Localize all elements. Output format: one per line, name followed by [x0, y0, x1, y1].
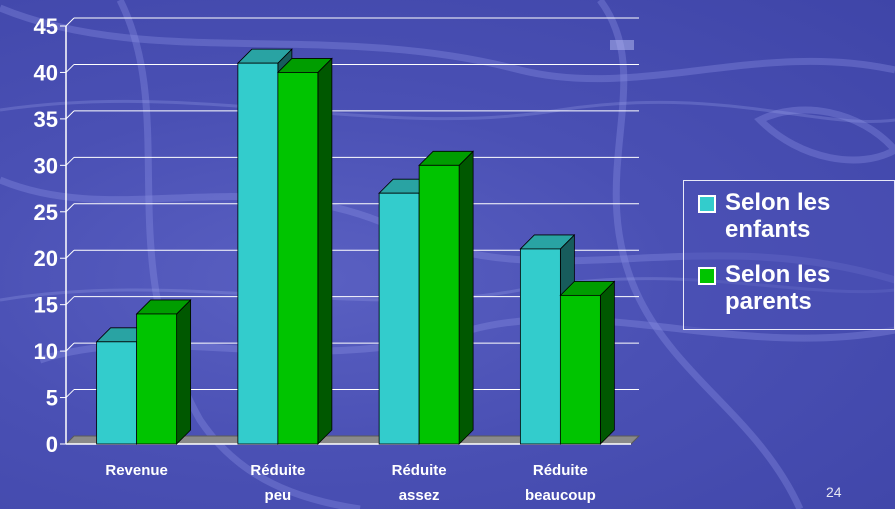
legend-item-parents: Selon les parents: [698, 261, 890, 315]
y-tick-label: 15: [34, 293, 58, 318]
x-category-label-line: Réduite: [533, 462, 588, 479]
gridline-side: [65, 249, 75, 259]
legend: Selon les enfants Selon les parents: [683, 180, 895, 330]
x-category-label: Revenue: [105, 462, 168, 479]
y-tick-label: 20: [34, 246, 58, 271]
legend-item-enfants: Selon les enfants: [698, 189, 890, 243]
bar: [96, 341, 138, 445]
x-category-label: Réduite peu: [250, 462, 305, 504]
bar-side: [458, 150, 474, 445]
legend-swatch-parents: [698, 267, 716, 285]
legend-swatch-enfants: [698, 195, 716, 213]
gridline-side: [65, 64, 75, 73]
bar: [519, 248, 561, 445]
bar: [136, 313, 178, 445]
y-tick-label: 35: [34, 107, 58, 132]
x-category-label-line: assez: [399, 487, 440, 504]
y-axis-ticks: 0 5 10 15 20 25 30 35 40 45: [34, 14, 58, 457]
gridline-side: [65, 342, 75, 352]
y-tick-label: 10: [34, 339, 58, 364]
y-tick-label: 45: [34, 14, 58, 39]
y-tick-label: 40: [34, 60, 58, 85]
bar: [559, 294, 601, 445]
x-category-label: Réduite assez: [392, 462, 447, 504]
bar-side: [599, 280, 615, 445]
x-category-label-line: beaucoup: [525, 487, 596, 504]
x-category-label-line: Revenue: [105, 462, 168, 479]
legend-label-parents: Selon les parents: [725, 261, 831, 315]
x-category-label-line: Réduite: [250, 462, 305, 479]
x-axis-labels: Revenue Réduite peu Réduite assez Réduite beau…: [105, 462, 595, 504]
gridline-side: [65, 203, 75, 213]
gridline-side: [65, 389, 75, 398]
x-category-label-line: Réduite: [392, 462, 447, 479]
y-tick-label: 30: [34, 153, 58, 178]
x-category-label: Réduite beaucoup: [525, 462, 596, 504]
bar: [237, 62, 279, 445]
y-tick-label: 5: [46, 386, 58, 411]
bars: [95, 48, 616, 445]
y-tick-label: 0: [46, 432, 58, 457]
page-number: 24: [826, 484, 842, 500]
gridline-side: [65, 17, 75, 27]
gridline-side: [65, 110, 75, 120]
bar: [277, 72, 319, 445]
bar-side: [176, 298, 192, 445]
gridline-side: [65, 296, 75, 306]
bar: [378, 192, 420, 445]
bar: [418, 164, 460, 445]
gridline-side: [65, 156, 75, 166]
y-tick-label: 25: [34, 200, 58, 225]
legend-label-enfants: Selon les enfants: [725, 189, 831, 243]
x-category-label-line: peu: [265, 487, 292, 504]
bar-side: [317, 57, 333, 445]
